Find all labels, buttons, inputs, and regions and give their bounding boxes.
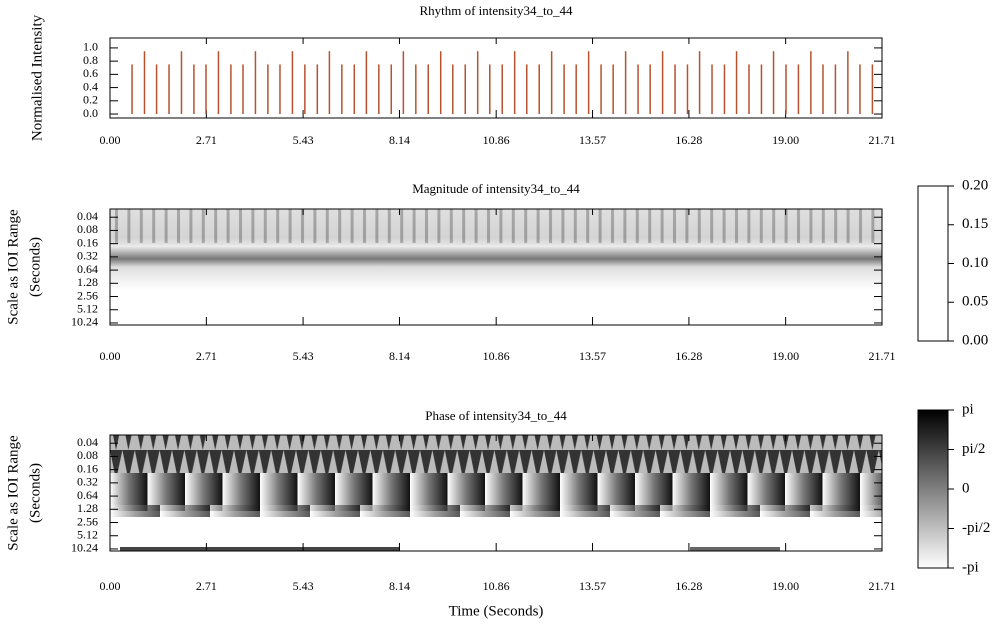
- x-tick-label: 2.71: [196, 579, 217, 593]
- y-tick-label: 0.0: [83, 106, 98, 120]
- chart-title: Rhythm of intensity34_to_44: [419, 3, 573, 18]
- x-tick-label: 8.14: [389, 133, 410, 147]
- colorbar-tick-label: 0.05: [962, 294, 988, 310]
- y-axis-label: (Seconds): [27, 463, 43, 523]
- x-tick-label: 21.71: [869, 349, 896, 363]
- plot-frame: [109, 37, 883, 119]
- y-tick-label: 5.12: [77, 527, 98, 541]
- x-tick-label: 10.86: [483, 579, 510, 593]
- x-tick-label: 13.57: [579, 133, 606, 147]
- x-tick-label: 13.57: [579, 579, 606, 593]
- colorbar-tick-label: 0.10: [962, 255, 988, 271]
- y-tick-label: 0.64: [77, 262, 98, 276]
- y-tick-label: 0.04: [77, 209, 98, 223]
- y-axis-label: Scale as IOI Range: [5, 209, 21, 325]
- x-tick-label: 21.71: [869, 579, 896, 593]
- phase-image: [110, 473, 882, 511]
- x-tick-label: 16.28: [675, 579, 702, 593]
- x-tick-label: 21.71: [869, 133, 896, 147]
- colorbar: [917, 409, 949, 569]
- x-tick-label: 5.43: [293, 133, 314, 147]
- y-tick-label: 0.16: [77, 461, 98, 475]
- phase-image: [120, 547, 400, 551]
- plot-frame: [109, 434, 883, 552]
- colorbar-tick-label: pi: [962, 401, 974, 417]
- x-tick-label: 0.00: [100, 579, 121, 593]
- y-tick-label: 10.24: [71, 541, 98, 555]
- x-tick-label: 8.14: [389, 579, 410, 593]
- x-tick-label: 5.43: [293, 349, 314, 363]
- y-tick-label: 0.32: [77, 249, 98, 263]
- chart-title: Magnitude of intensity34_to_44: [412, 181, 580, 196]
- y-tick-label: 1.28: [77, 501, 98, 515]
- chart-title: Phase of intensity34_to_44: [425, 408, 567, 423]
- y-tick-label: 2.56: [77, 514, 98, 528]
- y-tick-label: 1.0: [83, 40, 98, 54]
- x-tick-label: 0.00: [100, 349, 121, 363]
- x-tick-label: 13.57: [579, 349, 606, 363]
- x-tick-label: 8.14: [389, 349, 410, 363]
- y-tick-label: 0.4: [83, 79, 98, 93]
- colorbar-tick-label: -pi/2: [962, 520, 990, 536]
- x-tick-label: 0.00: [100, 133, 121, 147]
- y-axis-label: Scale as IOI Range: [5, 435, 21, 551]
- colorbar-tick-label: -pi: [962, 559, 979, 575]
- y-axis-label: Normalised Intensity: [29, 14, 45, 141]
- y-tick-label: 0.08: [77, 222, 98, 236]
- y-tick-label: 0.04: [77, 435, 98, 449]
- colorbar-tick-label: 0: [962, 480, 970, 496]
- colorbar: [917, 185, 949, 342]
- phase-image: [110, 505, 882, 517]
- phase-image: [690, 547, 780, 551]
- x-tick-label: 19.00: [772, 349, 799, 363]
- colorbar-tick-label: 0.00: [962, 332, 988, 348]
- x-tick-label: 10.86: [483, 133, 510, 147]
- y-tick-label: 1.28: [77, 275, 98, 289]
- y-axis-label: (Seconds): [27, 237, 43, 297]
- y-tick-label: 10.24: [71, 315, 98, 329]
- y-tick-label: 0.6: [83, 66, 98, 80]
- x-tick-label: 2.71: [196, 133, 217, 147]
- y-tick-label: 5.12: [77, 301, 98, 315]
- plot-frame: [109, 208, 883, 326]
- x-tick-label: 19.00: [772, 579, 799, 593]
- colorbar-tick-label: pi/2: [962, 441, 985, 457]
- y-tick-label: 0.2: [83, 93, 98, 107]
- y-tick-label: 0.32: [77, 475, 98, 489]
- x-tick-label: 2.71: [196, 349, 217, 363]
- x-tick-label: 19.00: [772, 133, 799, 147]
- y-tick-label: 0.16: [77, 235, 98, 249]
- x-tick-label: 16.28: [675, 133, 702, 147]
- colorbar-tick-label: 0.20: [962, 177, 988, 193]
- phase-image: [110, 435, 882, 473]
- x-tick-label: 10.86: [483, 349, 510, 363]
- y-tick-label: 0.08: [77, 448, 98, 462]
- x-tick-label: 5.43: [293, 579, 314, 593]
- x-axis-label: Time (Seconds): [449, 603, 544, 619]
- y-tick-label: 2.56: [77, 288, 98, 302]
- y-tick-label: 0.64: [77, 488, 98, 502]
- colorbar-tick-label: 0.15: [962, 216, 988, 232]
- x-tick-label: 16.28: [675, 349, 702, 363]
- y-tick-label: 0.8: [83, 53, 98, 67]
